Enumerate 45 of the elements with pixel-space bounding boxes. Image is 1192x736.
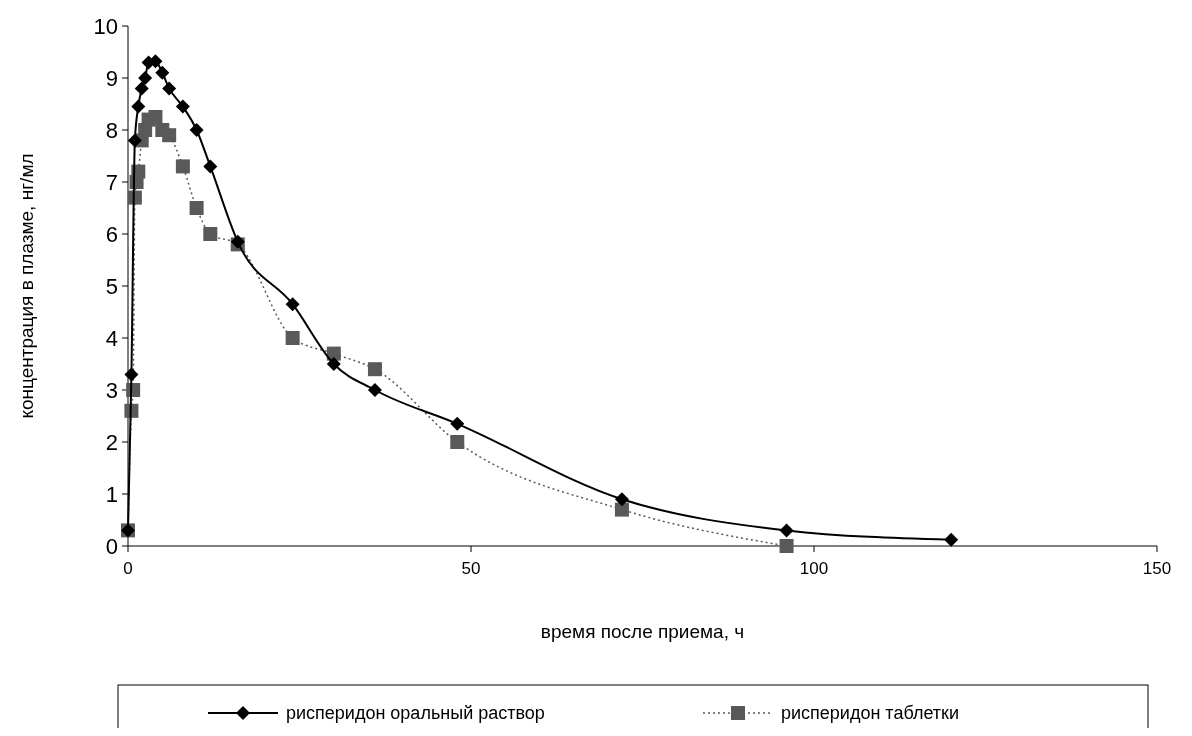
point (367, 383, 382, 397)
point (285, 297, 300, 312)
point (175, 99, 190, 114)
point (367, 362, 382, 377)
point (779, 523, 794, 538)
point (162, 81, 177, 96)
legend-label: рисперидон оральный раствор (286, 703, 545, 724)
y-tick-label: 3 (105, 377, 118, 403)
y-axis-title: концентрация в плазме, нг/мл (16, 153, 37, 419)
point (203, 227, 218, 241)
y-tick-label: 9 (105, 65, 118, 91)
point (131, 99, 146, 114)
point (614, 502, 629, 517)
point (175, 159, 190, 174)
point (189, 123, 204, 137)
x-tick-label: 0 (123, 559, 133, 578)
y-tick-label: 0 (105, 533, 118, 559)
legend-label: рисперидон таблетки (781, 703, 959, 724)
point (134, 81, 149, 96)
point (124, 367, 139, 382)
point (189, 201, 204, 215)
y-tick-label: 10 (93, 13, 118, 39)
point (162, 128, 177, 143)
y-tick-label: 5 (105, 273, 118, 299)
point (138, 71, 153, 85)
y-tick-label: 2 (105, 429, 118, 455)
y-tick-label: 4 (105, 325, 118, 351)
y-tick-label: 8 (105, 117, 118, 143)
point (944, 532, 959, 547)
y-tick-label: 7 (105, 169, 118, 195)
point (155, 65, 170, 80)
point (614, 492, 629, 507)
point (450, 416, 465, 431)
point (127, 133, 142, 148)
x-axis-title: время после приема, ч (540, 621, 745, 642)
x-tick-label: 100 (799, 559, 829, 578)
x-tick-label: 150 (1142, 559, 1172, 578)
y-tick-label: 1 (105, 481, 118, 507)
point (779, 539, 794, 553)
point (285, 331, 300, 345)
point (326, 357, 341, 371)
point (450, 435, 465, 449)
y-tick-label: 6 (105, 221, 118, 247)
point (203, 159, 218, 174)
x-tick-label: 50 (461, 559, 481, 578)
